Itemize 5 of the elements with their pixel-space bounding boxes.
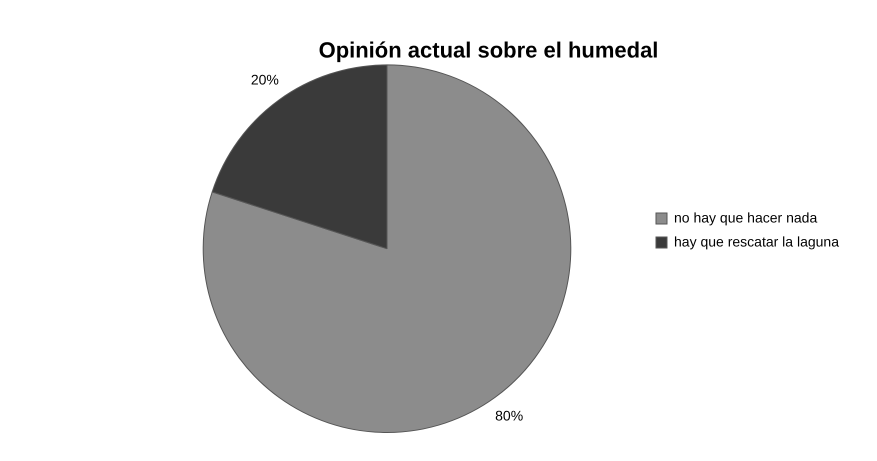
legend-label: no hay que hacer nada: [674, 209, 818, 226]
data-label: 80%: [495, 408, 524, 424]
chart-title: Opinión actual sobre el humedal: [318, 37, 658, 62]
legend-label: hay que rescatar la laguna: [674, 233, 840, 250]
data-label: 20%: [250, 71, 279, 88]
